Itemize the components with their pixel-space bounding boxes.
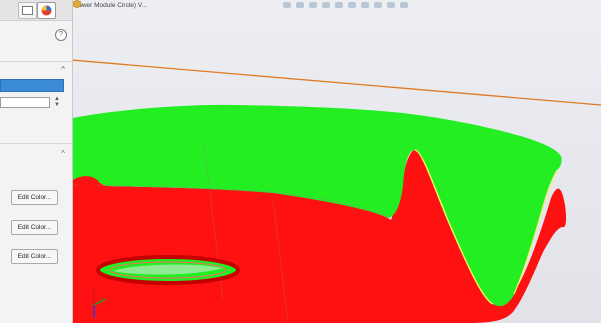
part-icon xyxy=(73,0,81,8)
appearance-icon[interactable] xyxy=(374,1,382,8)
tab-feature-tree[interactable] xyxy=(18,2,37,19)
tab-color-analysis[interactable] xyxy=(37,2,56,19)
edit-color-button-3[interactable]: Edit Color... xyxy=(11,249,58,264)
view-settings-icon[interactable] xyxy=(400,1,408,8)
edit-color-button-2[interactable]: Edit Color... xyxy=(11,220,58,235)
document-title-bar: Tower Module Circle) V... xyxy=(73,0,147,10)
document-title: Tower Module Circle) V... xyxy=(75,1,148,9)
panel-tab-bar xyxy=(0,0,72,21)
previous-view-icon[interactable] xyxy=(309,1,317,8)
property-manager-panel: ? ^ ▲ ▼ ^ Edit Color... Edit Color... Ed… xyxy=(0,0,73,323)
numeric-input[interactable] xyxy=(0,97,50,108)
edge-highlight xyxy=(513,169,558,295)
section-divider xyxy=(0,143,72,144)
section-view-icon[interactable] xyxy=(322,1,330,8)
help-button[interactable]: ? xyxy=(55,29,67,41)
selection-list-highlight[interactable] xyxy=(0,79,64,92)
heads-up-toolbar[interactable] xyxy=(283,0,483,9)
spinner-down-icon[interactable]: ▼ xyxy=(54,102,60,108)
view-triad-icon xyxy=(93,288,107,318)
scene-icon[interactable] xyxy=(387,1,395,8)
green-surface xyxy=(73,104,562,307)
spinner-up-icon[interactable]: ▲ xyxy=(54,96,60,102)
color-analysis-icon xyxy=(41,5,52,16)
zoom-fit-icon[interactable] xyxy=(283,1,291,8)
display-style-icon[interactable] xyxy=(348,1,356,8)
hide-show-icon[interactable] xyxy=(361,1,369,8)
graphics-viewport[interactable]: Tower Module Circle) V... xyxy=(73,0,601,323)
table-icon xyxy=(22,6,33,15)
model-render xyxy=(73,0,601,323)
edit-color-button-1[interactable]: Edit Color... xyxy=(11,190,58,205)
collapse-section-button[interactable]: ^ xyxy=(61,149,65,158)
view-orientation-icon[interactable] xyxy=(335,1,343,8)
edge-highlight xyxy=(414,149,494,305)
sketch-line xyxy=(73,59,601,106)
section-divider xyxy=(0,61,72,62)
numeric-spinner[interactable]: ▲ ▼ xyxy=(53,96,61,110)
collapse-section-button[interactable]: ^ xyxy=(61,65,65,74)
zoom-area-icon[interactable] xyxy=(296,1,304,8)
